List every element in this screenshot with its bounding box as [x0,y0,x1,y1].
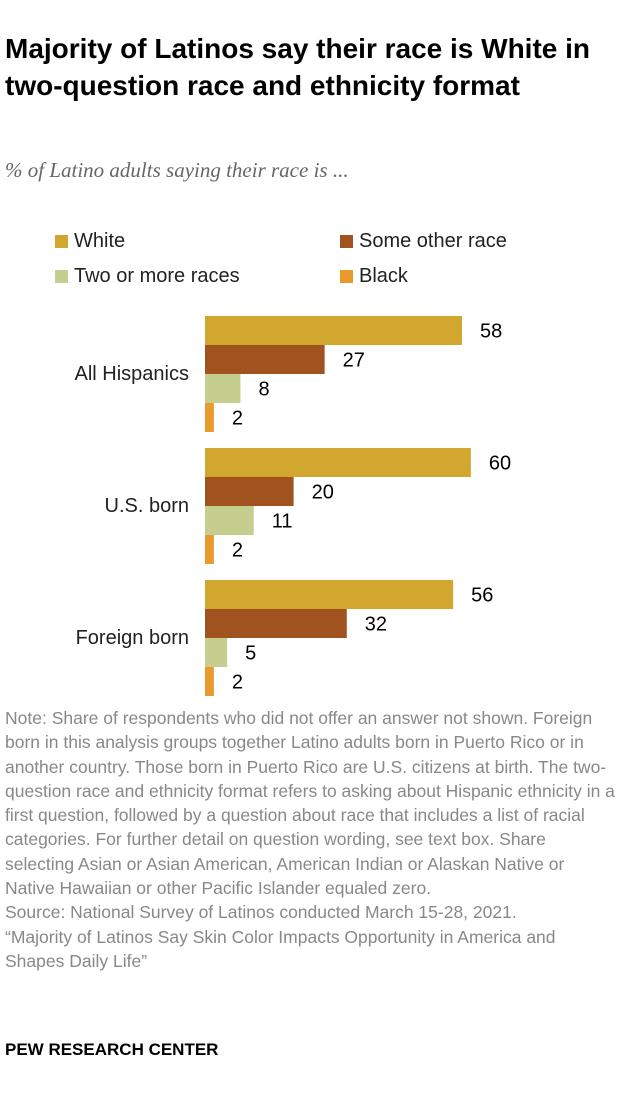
legend-item-white: White [55,230,125,253]
report-title: “Majority of Latinos Say Skin Color Impa… [5,926,556,971]
legend-item-some-other-race: Some other race [340,230,507,253]
data-label: 2 [232,408,243,430]
chart-note: Note: Share of respondents who did not o… [5,706,617,973]
legend-label: Two or more races [74,265,240,287]
legend-item-black: Black [340,265,408,288]
bar [205,506,254,535]
legend-label: White [74,230,126,252]
category-label: U.S. born [105,495,189,517]
source-text: Source: National Survey of Latinos condu… [5,902,517,923]
data-label: 20 [312,482,334,504]
legend-swatch [340,270,353,283]
legend-label: Black [359,265,408,287]
bar [205,535,214,564]
data-label: 2 [232,672,243,694]
chart-subtitle: % of Latino adults saying their race is … [5,158,349,182]
bar [205,374,241,403]
bar [205,448,471,477]
data-label: 32 [365,614,387,636]
legend-item-two-or-more: Two or more races [55,265,240,288]
legend-label: Some other race [359,230,507,252]
org-name: PEW RESEARCH CENTER [5,1040,219,1059]
bar [205,667,214,696]
category-label: All Hispanics [75,363,189,385]
bar [205,477,294,506]
note-text: Note: Share of respondents who did not o… [5,708,615,899]
legend-swatch [55,270,68,283]
data-label: 5 [245,643,256,665]
bar [205,345,325,374]
data-label: 27 [343,350,365,372]
legend-swatch [340,235,353,248]
data-label: 60 [489,453,511,475]
chart-title: Majority of Latinos say their race is Wh… [5,33,591,101]
data-label: 11 [272,511,293,533]
bar [205,609,347,638]
bar [205,316,462,345]
bar [205,638,228,667]
bar [205,403,214,432]
data-label: 56 [471,585,493,607]
data-label: 2 [232,540,243,562]
data-label: 8 [258,379,269,401]
data-label: 58 [480,321,502,343]
category-label: Foreign born [76,627,189,649]
legend-swatch [55,235,68,248]
bar [205,580,454,609]
